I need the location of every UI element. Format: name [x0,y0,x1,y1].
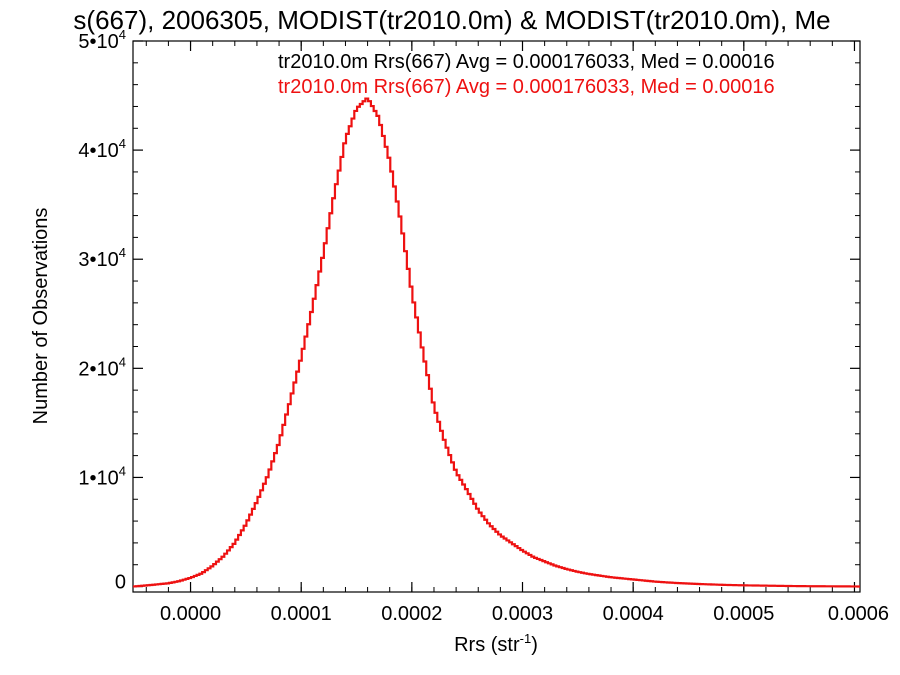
x-tick-label: 0.0001 [271,603,332,625]
legend: tr2010.0m Rrs(667) Avg = 0.000176033, Me… [278,51,775,98]
y-tick-label-exponent: 4 [119,354,126,369]
y-axis-title: Number of Observations [30,208,52,425]
y-tick-label-base: 1•10 [78,467,118,489]
y-tick-label: 3•104 [78,245,126,271]
x-axis-title: Rrs (str-1) [454,631,538,656]
x-axis-title-text: Rrs (str [454,634,520,656]
x-tick-label: 0.0000 [160,603,221,625]
x-tick-label: 0.0003 [492,603,553,625]
y-tick-label-base: 3•10 [78,249,118,271]
y-tick-label-base: 0 [115,572,126,594]
plot-frame [132,40,861,593]
histogram-series-line [133,97,860,588]
series-layer [133,97,860,588]
y-tick-label-exponent: 4 [119,245,126,260]
y-tick-label-base: 5•10 [78,31,118,53]
y-tick-label-exponent: 4 [119,136,126,151]
x-axis-title-superscript: -1 [520,631,532,646]
y-tick-label: 1•104 [78,463,126,489]
x-tick-label: 0.0006 [828,603,889,625]
x-tick-label: 0.0004 [603,603,664,625]
y-tick-label: 5•104 [78,27,126,53]
y-tick-label: 4•104 [78,136,126,162]
chart-title: s(667), 2006305, MODIST(tr2010.0m) & MOD… [73,5,830,35]
x-axis: 0.0000 0.0001 0.0002 0.0003 0.0004 0.0005 0.00… [145,41,889,625]
y-tick-label-base: 2•10 [78,358,118,380]
x-axis-title-close: ) [531,634,538,656]
y-tick-label-exponent: 4 [119,463,126,478]
y-tick-label: 2•104 [78,354,126,380]
y-tick-label: 0 [115,572,126,594]
y-tick-label-base: 4•10 [78,140,118,162]
legend-entry: tr2010.0m Rrs(667) Avg = 0.000176033, Me… [278,76,775,98]
y-tick-label-exponent: 4 [119,27,126,42]
legend-entry: tr2010.0m Rrs(667) Avg = 0.000176033, Me… [278,51,775,73]
x-tick-label: 0.0002 [381,603,442,625]
x-tick-label: 0.0005 [713,603,774,625]
